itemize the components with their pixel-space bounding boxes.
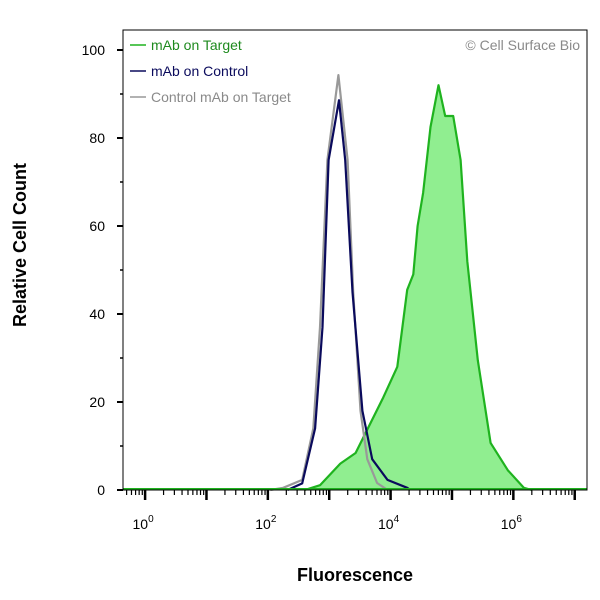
y-tick-label: 60 — [89, 218, 105, 234]
y-tick-label: 100 — [82, 42, 106, 58]
y-tick-label: 40 — [89, 306, 105, 322]
watermark: © Cell Surface Bio — [465, 37, 580, 53]
x-axis-title: Fluorescence — [297, 565, 413, 585]
x-tick-label: 102 — [255, 514, 277, 532]
y-axis-title: Relative Cell Count — [10, 163, 30, 327]
x-tick-label: 106 — [501, 514, 523, 532]
series-fill — [304, 85, 532, 490]
y-tick-label: 80 — [89, 130, 105, 146]
y-tick-label: 20 — [89, 394, 105, 410]
y-tick-label: 0 — [97, 482, 105, 498]
x-tick-label: 100 — [133, 514, 155, 532]
x-tick-label: 104 — [378, 514, 400, 532]
plot-frame — [122, 29, 588, 491]
legend-label: mAb on Control — [151, 63, 248, 79]
series-line — [287, 99, 411, 492]
legend-label: mAb on Target — [151, 37, 242, 53]
legend-label: Control mAb on Target — [151, 89, 291, 105]
